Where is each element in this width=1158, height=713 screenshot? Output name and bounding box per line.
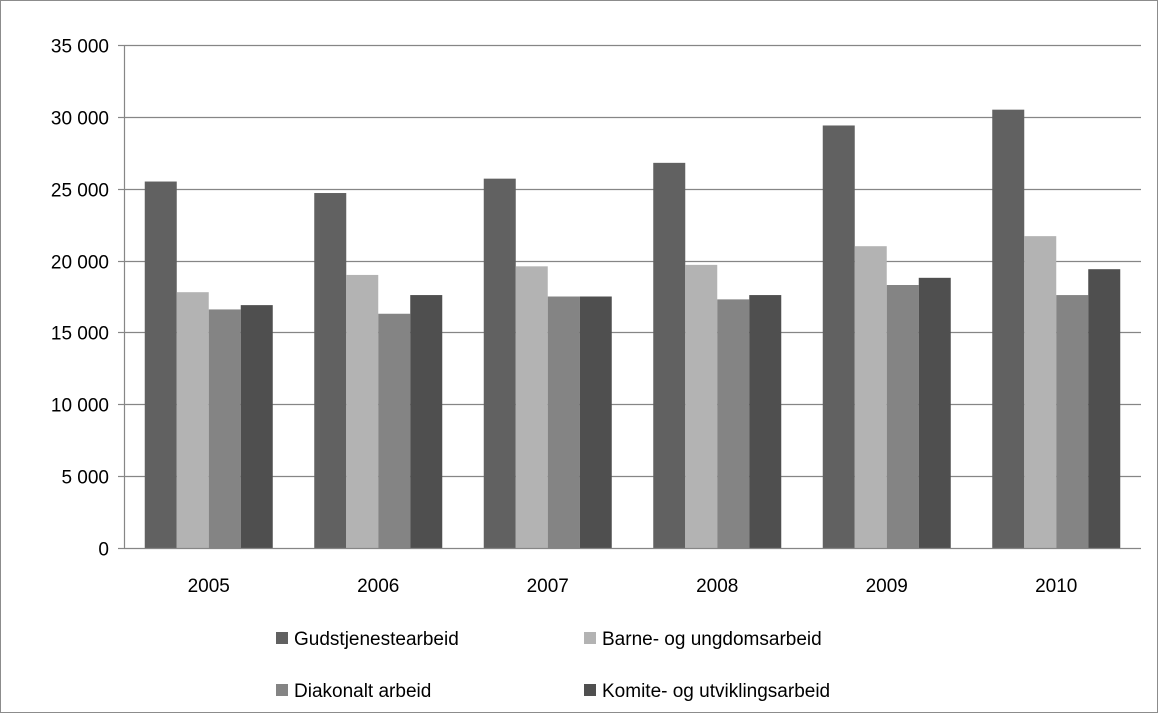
bar — [483, 178, 516, 548]
bar — [547, 296, 580, 548]
x-axis-ticks: 2005 2006 2007 2008 2009 2010 — [188, 576, 1078, 597]
bar — [918, 277, 951, 548]
legend-swatch — [584, 632, 596, 644]
legend-label: Komite- og utviklingsarbeid — [602, 681, 830, 702]
legend-label: Gudstjenestearbeid — [294, 629, 459, 650]
bar — [717, 299, 750, 548]
legend-swatch — [584, 684, 596, 696]
bar — [749, 295, 782, 548]
bar — [1088, 269, 1121, 548]
y-tick-label: 0 — [98, 540, 109, 561]
bar — [515, 266, 548, 548]
legend-swatch — [276, 684, 288, 696]
y-tick-label: 20 000 — [51, 253, 109, 274]
y-tick-label: 10 000 — [51, 396, 109, 417]
bar — [410, 295, 443, 548]
bar — [886, 285, 919, 548]
bar — [685, 264, 718, 548]
y-tick-label: 35 000 — [51, 37, 109, 58]
bar — [144, 181, 177, 548]
x-tick-label: 2010 — [1035, 576, 1077, 597]
bar — [346, 274, 379, 548]
bar — [378, 313, 411, 548]
legend-item: Barne- og ungdomsarbeid — [584, 629, 822, 650]
legend-item: Diakonalt arbeid — [276, 681, 431, 702]
legend-item: Gudstjenestearbeid — [276, 629, 459, 650]
bar — [314, 193, 347, 549]
legend-label: Diakonalt arbeid — [294, 681, 431, 702]
x-tick-label: 2008 — [696, 576, 738, 597]
bar — [176, 292, 209, 548]
x-tick-label: 2006 — [357, 576, 399, 597]
y-tick-label: 30 000 — [51, 109, 109, 130]
y-tick-label: 5 000 — [61, 468, 109, 489]
bar — [992, 109, 1025, 549]
bar — [822, 125, 855, 548]
legend-label: Barne- og ungdomsarbeid — [602, 629, 822, 650]
bar — [240, 305, 273, 548]
bar — [653, 162, 686, 549]
bar — [579, 296, 612, 548]
bar — [208, 309, 241, 548]
bar — [1056, 295, 1089, 548]
y-axis-ticks: 0 5 000 10 000 15 000 20 000 25 000 30 000 35 0… — [51, 37, 124, 561]
y-tick-label: 25 000 — [51, 181, 109, 202]
axes — [123, 45, 1141, 550]
legend-item: Komite- og utviklingsarbeid — [584, 681, 830, 702]
x-tick-label: 2009 — [866, 576, 908, 597]
x-tick-label: 2007 — [527, 576, 569, 597]
legend: Gudstjenestearbeid Barne- og ungdomsarbei… — [276, 629, 830, 702]
bars — [144, 109, 1121, 549]
bar — [854, 246, 887, 548]
legend-swatch — [276, 632, 288, 644]
bar — [1024, 236, 1057, 548]
y-tick-label: 15 000 — [51, 324, 109, 345]
gridlines — [124, 44, 1141, 478]
x-tick-label: 2005 — [188, 576, 230, 597]
